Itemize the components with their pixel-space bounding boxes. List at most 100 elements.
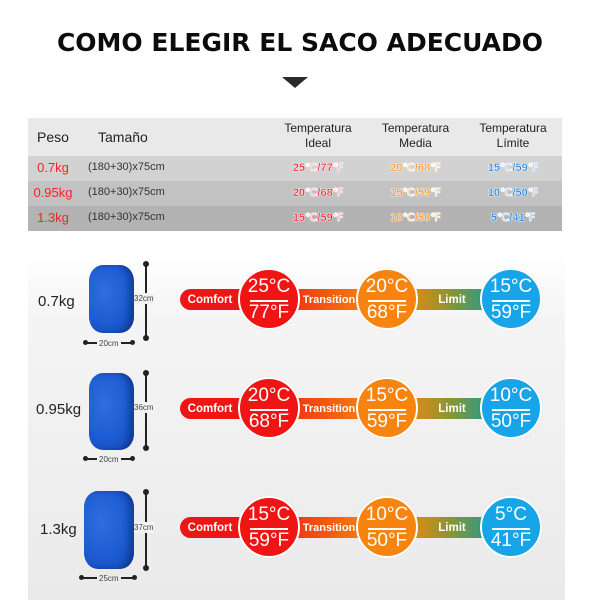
temperature-table: Peso Tamaño Temperatura Ideal Temperatur… <box>28 118 562 231</box>
range-row: 0.7kg 32cm 20cm Comfort Transition Limit… <box>28 252 565 362</box>
height-dimension-label: 37cm <box>134 522 154 533</box>
transition-label: Transition <box>298 517 360 538</box>
transition-fahrenheit: 68°F <box>366 302 408 323</box>
divider <box>492 409 530 411</box>
cell-ideal: 25℃/77℉ <box>292 162 344 174</box>
comfort-celsius: 20°C <box>247 385 291 406</box>
width-line-right <box>120 575 137 580</box>
table-row: 0.7kg (180+30)x75cm 25℃/77℉ 20℃/68℉ 15℃/… <box>28 156 562 181</box>
transition-fahrenheit: 59°F <box>366 411 408 432</box>
limit-label: Limit <box>416 289 488 310</box>
comfort-label: Comfort <box>180 289 246 310</box>
divider <box>492 300 530 302</box>
cell-limite: 15℃/59℉ <box>487 162 539 174</box>
cell-tamano: (180+30)x75cm <box>88 161 165 173</box>
divider <box>492 528 530 530</box>
width-dimension: 20cm <box>83 338 135 348</box>
width-line-right <box>120 456 135 461</box>
transition-fahrenheit: 50°F <box>366 530 408 551</box>
limit-fahrenheit: 41°F <box>490 530 532 551</box>
header-limite-line2: Límite <box>496 136 530 150</box>
table-row: 0.95kg (180+30)x75cm 20℃/68℉ 15℃/59℉ 10℃… <box>28 181 562 206</box>
cell-media: 20℃/68℉ <box>390 162 441 174</box>
transition-celsius: 15°C <box>365 385 409 406</box>
page-title: COMO ELEGIR EL SACO ADECUADO <box>56 28 544 57</box>
divider <box>250 409 288 411</box>
cell-peso: 1.3kg <box>37 210 69 225</box>
header-limite-line1: Temperatura <box>479 121 547 135</box>
transition-temp-circle: 15°C 59°F <box>356 377 418 439</box>
header-limite: Temperatura Límite <box>463 121 563 151</box>
width-line-left <box>83 456 97 461</box>
cell-tamano: (180+30)x75cm <box>88 211 165 223</box>
comfort-label: Comfort <box>180 517 246 538</box>
transition-label: Transition <box>298 289 360 310</box>
comfort-fahrenheit: 59°F <box>248 530 290 551</box>
weight-label: 0.7kg <box>38 293 75 310</box>
cell-ideal: 20℃/68℉ <box>292 187 344 199</box>
width-line-left <box>79 575 97 580</box>
comfort-temp-circle: 15°C 59°F <box>238 496 300 558</box>
comfort-label: Comfort <box>180 398 246 419</box>
header-ideal: Temperatura Ideal <box>268 121 368 151</box>
width-line-left <box>83 340 97 345</box>
header-tamano: Tamaño <box>98 129 148 145</box>
divider <box>250 528 288 530</box>
table-header: Peso Tamaño Temperatura Ideal Temperatur… <box>28 118 562 156</box>
limit-celsius: 10°C <box>489 385 533 406</box>
sleeping-bag-icon <box>89 373 134 450</box>
weight-label: 0.95kg <box>36 401 82 418</box>
limit-fahrenheit: 59°F <box>490 302 532 323</box>
sleeping-bag-icon <box>84 491 134 569</box>
transition-celsius: 20°C <box>365 276 409 297</box>
limit-label: Limit <box>416 398 488 419</box>
cell-media: 10℃/50℉ <box>390 212 441 224</box>
limit-celsius: 5°C <box>495 504 527 525</box>
cell-tamano: (180+30)x75cm <box>88 186 165 198</box>
comfort-fahrenheit: 68°F <box>248 411 290 432</box>
cell-peso: 0.95kg <box>33 185 73 200</box>
triangle-down-icon <box>282 77 308 88</box>
range-row: 1.3kg 37cm 25cm Comfort Transition Limit… <box>28 480 565 590</box>
transition-label: Transition <box>298 398 360 419</box>
table-row: 1.3kg (180+30)x75cm 15℃/59℉ 10℃/50℉ 5℃/4… <box>28 206 562 231</box>
comfort-fahrenheit: 77°F <box>248 302 290 323</box>
header-media-line2: Media <box>399 136 432 150</box>
divider <box>250 300 288 302</box>
width-dimension: 20cm <box>83 454 135 464</box>
width-dimension-label: 20cm <box>99 338 119 348</box>
width-dimension-label: 25cm <box>99 573 119 583</box>
comfort-temp-circle: 20°C 68°F <box>238 377 300 439</box>
transition-temp-circle: 10°C 50°F <box>356 496 418 558</box>
cell-limite: 10℃/50℉ <box>487 187 539 199</box>
divider <box>368 300 406 302</box>
header-media-line1: Temperatura <box>381 121 450 135</box>
temperature-range-panel: 0.7kg 32cm 20cm Comfort Transition Limit… <box>28 252 565 600</box>
transition-celsius: 10°C <box>365 504 409 525</box>
sleeping-bag-icon <box>89 265 134 333</box>
cell-limite: 5℃/41℉ <box>490 212 536 224</box>
comfort-celsius: 25°C <box>247 276 291 297</box>
comfort-temp-circle: 25°C 77°F <box>238 268 300 330</box>
header-ideal-line1: Temperatura <box>284 121 352 135</box>
cell-ideal: 15℃/59℉ <box>292 212 344 224</box>
header-peso: Peso <box>37 129 69 145</box>
divider <box>368 528 406 530</box>
comfort-celsius: 15°C <box>247 504 291 525</box>
divider <box>368 409 406 411</box>
limit-temp-circle: 15°C 59°F <box>480 268 542 330</box>
transition-temp-circle: 20°C 68°F <box>356 268 418 330</box>
limit-label: Limit <box>416 517 488 538</box>
range-row: 0.95kg 36cm 20cm Comfort Transition Limi… <box>28 360 565 470</box>
width-dimension-label: 20cm <box>99 454 119 464</box>
height-dimension-label: 32cm <box>134 293 154 304</box>
limit-fahrenheit: 50°F <box>490 411 532 432</box>
height-dimension-label: 36cm <box>134 402 154 413</box>
cell-media: 15℃/59℉ <box>390 187 441 199</box>
limit-celsius: 15°C <box>489 276 533 297</box>
limit-temp-circle: 5°C 41°F <box>480 496 542 558</box>
cell-peso: 0.7kg <box>37 160 69 175</box>
limit-temp-circle: 10°C 50°F <box>480 377 542 439</box>
header-ideal-line2: Ideal <box>304 136 332 150</box>
width-dimension: 25cm <box>79 573 137 583</box>
